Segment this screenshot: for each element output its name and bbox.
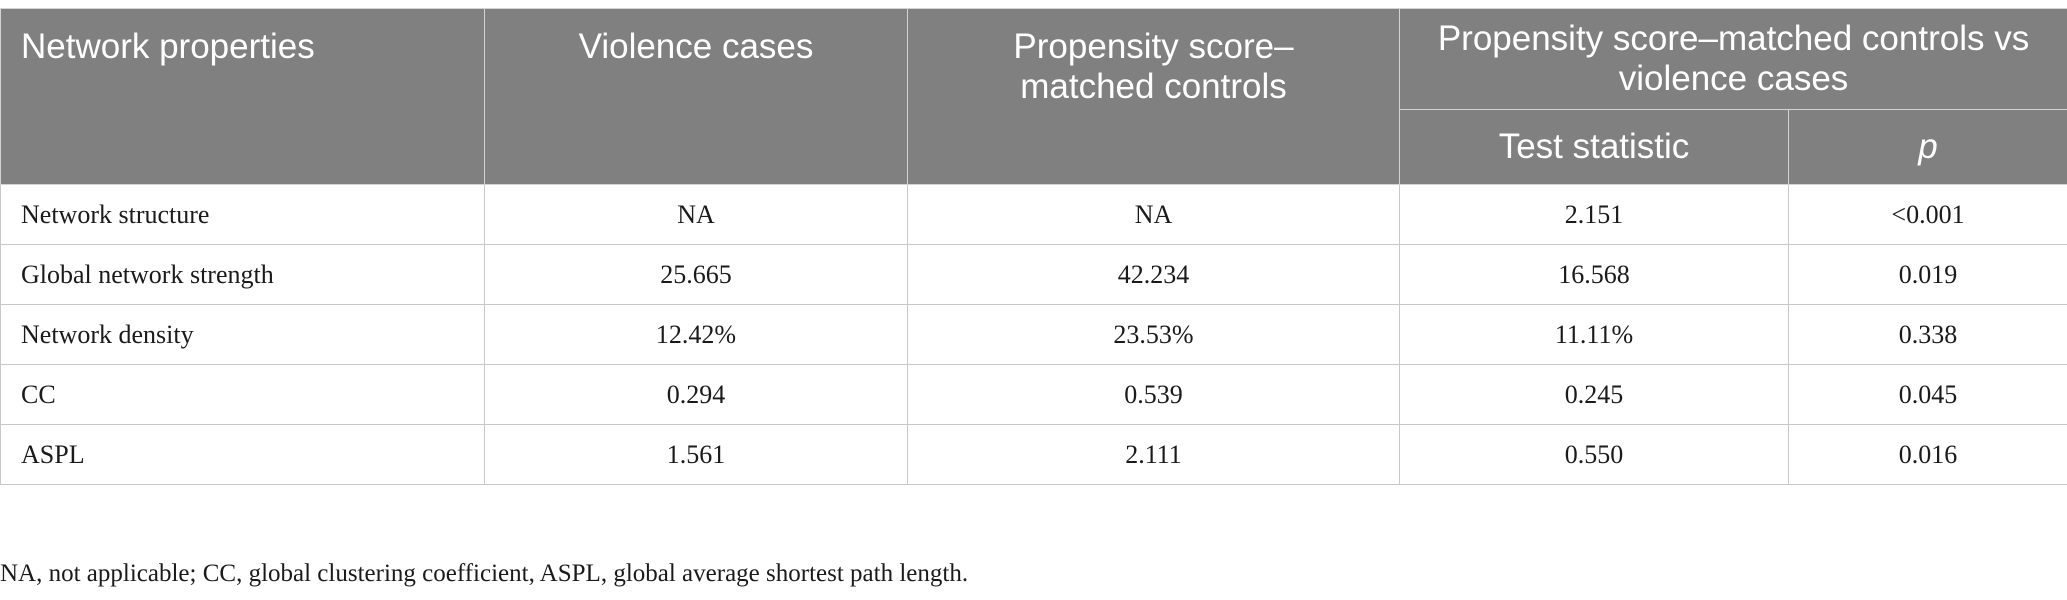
cell-test-statistic: 0.245: [1399, 364, 1789, 425]
header-network-properties: Network properties: [0, 8, 485, 185]
cell-test-statistic: 16.568: [1399, 244, 1789, 305]
header-comparison-group: Propensity score–matched controls vs vio…: [1398, 8, 2067, 110]
row-label: Network density: [0, 304, 485, 365]
table-footnote: NA, not applicable; CC, global clusterin…: [0, 560, 969, 587]
header-violence-cases: Violence cases: [484, 8, 908, 185]
table-row: ASPL 1.561 2.111 0.550 0.016: [0, 424, 2067, 485]
table-row: Network structure NA NA 2.151 <0.001: [0, 184, 2067, 245]
cell-matched-controls: 2.111: [907, 424, 1400, 485]
header-matched-controls: Propensity score–matched controls: [907, 8, 1400, 185]
header-row-sub: Test statistic p: [1, 109, 2067, 185]
header-test-statistic: Test statistic: [1399, 109, 1789, 185]
table-row: CC 0.294 0.539 0.245 0.045: [0, 364, 2067, 425]
cell-p-value: <0.001: [1787, 184, 2067, 245]
cell-matched-controls: 23.53%: [907, 304, 1400, 365]
cell-violence-cases: 25.665: [484, 244, 908, 305]
cell-p-value: 0.019: [1787, 244, 2067, 305]
row-label: Global network strength: [0, 244, 485, 305]
table-row: Global network strength 25.665 42.234 16…: [0, 244, 2067, 305]
header-row-top: Network properties Violence cases Propen…: [0, 8, 2067, 185]
cell-matched-controls: 0.539: [907, 364, 1400, 425]
cell-test-statistic: 11.11%: [1399, 304, 1789, 365]
row-label: CC: [0, 364, 485, 425]
cell-violence-cases: 1.561: [484, 424, 908, 485]
table-row: Network density 12.42% 23.53% 11.11% 0.3…: [0, 304, 2067, 365]
row-label: ASPL: [0, 424, 485, 485]
cell-matched-controls: NA: [907, 184, 1400, 245]
cell-violence-cases: NA: [484, 184, 908, 245]
cell-p-value: 0.045: [1787, 364, 2067, 425]
data-table: Network properties Violence cases Propen…: [0, 8, 2067, 485]
cell-p-value: 0.016: [1787, 424, 2067, 485]
table-body: Network structure NA NA 2.151 <0.001 Glo…: [0, 184, 2067, 485]
table-header: Network properties Violence cases Propen…: [0, 8, 2067, 185]
cell-p-value: 0.338: [1787, 304, 2067, 365]
row-label: Network structure: [0, 184, 485, 245]
cell-test-statistic: 2.151: [1399, 184, 1789, 245]
cell-violence-cases: 12.42%: [484, 304, 908, 365]
cell-test-statistic: 0.550: [1399, 424, 1789, 485]
header-p-value: p: [1787, 109, 2067, 185]
cell-matched-controls: 42.234: [907, 244, 1400, 305]
cell-violence-cases: 0.294: [484, 364, 908, 425]
